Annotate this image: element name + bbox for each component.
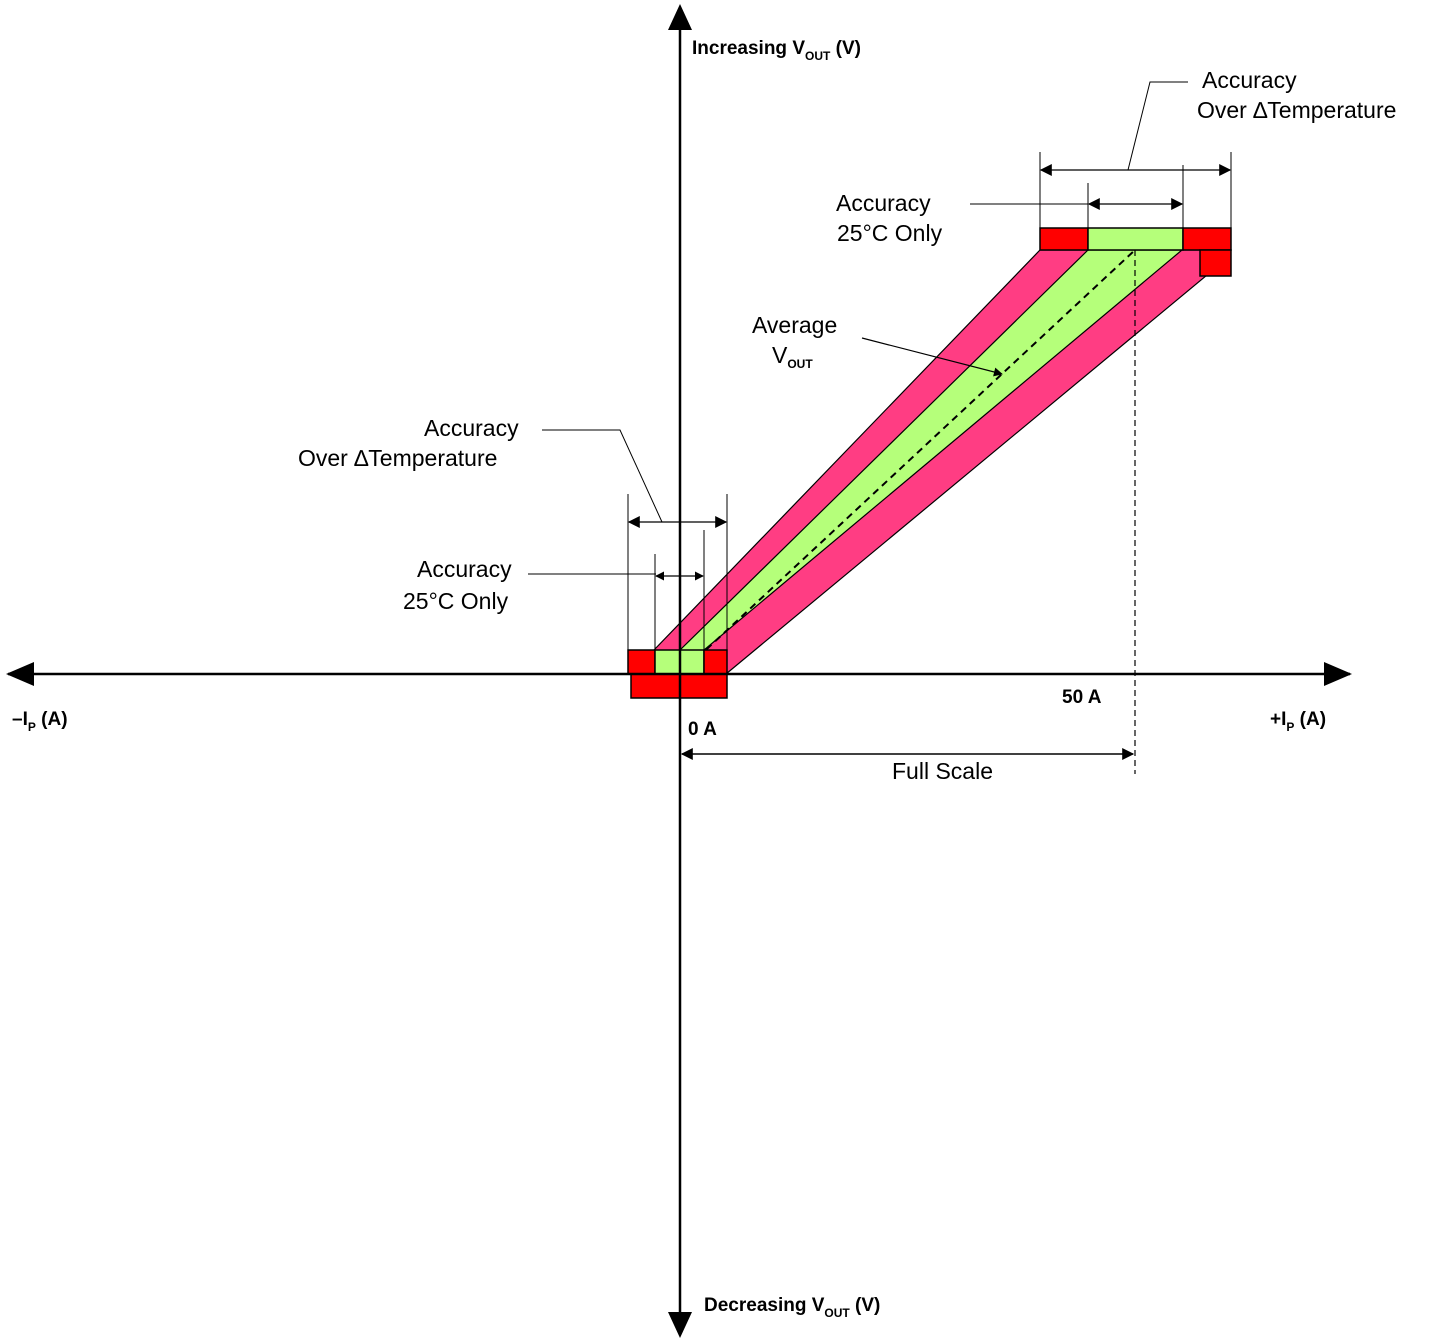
y-axis-top-label: Increasing VOUT (V): [692, 38, 861, 63]
bottom-temp-error-box-right: [703, 649, 728, 675]
y-axis-top-arrow: [668, 4, 692, 30]
x-axis-left-arrow: [6, 662, 34, 686]
x-axis-right-arrow: [1324, 662, 1352, 686]
x-axis-right-label: +IP (A): [1270, 709, 1326, 734]
bottom-accuracy-25c-line1: Accuracy: [417, 556, 512, 582]
full-scale-label: Full Scale: [892, 758, 993, 784]
average-vout-label-line1: Average: [752, 312, 837, 338]
y-axis-bottom-arrow: [668, 1312, 692, 1338]
origin-label: 0 A: [688, 719, 717, 740]
top-25c-error-box: [1087, 227, 1184, 251]
average-vout-leader[interactable]: [861, 337, 1003, 377]
top-accuracy-25c-line2: 25°C Only: [837, 220, 943, 246]
bottom-accuracy-temp-line1: Accuracy: [424, 415, 519, 441]
y-axis-bottom-label: Decreasing VOUT (V): [704, 1295, 880, 1320]
top-accuracy-temp-line2: Over ∆Temperature: [1197, 97, 1396, 123]
top-temp-error-box-left: [1039, 227, 1089, 251]
top-temp-leader: [1127, 81, 1188, 171]
top-accuracy-25c-line1: Accuracy: [836, 190, 931, 216]
bottom-temp-error-box-left: [627, 649, 656, 675]
bottom-accuracy-25c-line2: 25°C Only: [403, 588, 509, 614]
top-lower-error-box: [1199, 249, 1232, 277]
bottom-accuracy-temp-line2: Over ∆Temperature: [298, 445, 497, 471]
top-temp-error-box-right: [1182, 227, 1232, 251]
fullscale-point-label: 50 A: [1062, 687, 1102, 708]
x-axis-left-label: –IP (A): [12, 709, 68, 734]
top-accuracy-temp-line1: Accuracy: [1202, 67, 1297, 93]
average-vout-line: [679, 249, 1136, 675]
bottom-temp-leader: [542, 429, 663, 523]
average-vout-label-line2: VOUT: [772, 342, 813, 371]
